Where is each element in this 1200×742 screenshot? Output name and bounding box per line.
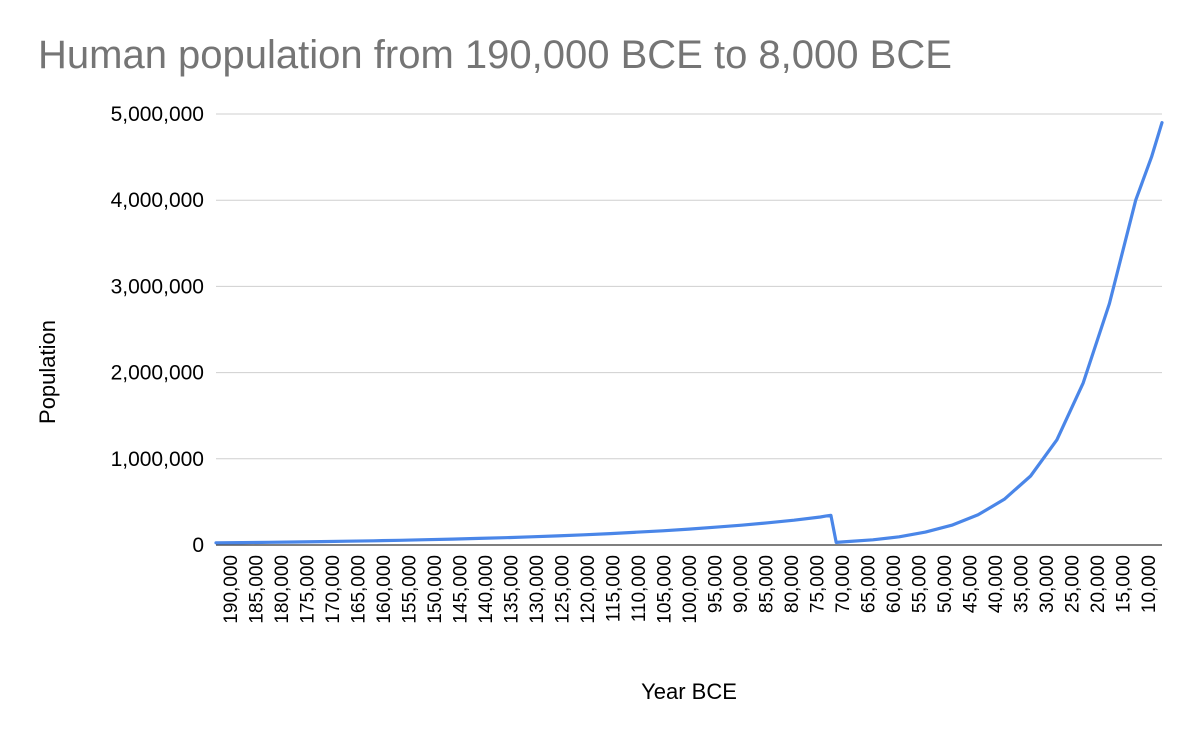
x-tick-label: 170,000 [323,555,344,624]
y-tick-label: 2,000,000 [111,362,204,385]
x-tick-label: 130,000 [527,555,548,624]
x-tick-label: 20,000 [1088,555,1109,613]
chart-title: Human population from 190,000 BCE to 8,0… [38,33,952,77]
y-axis-ticks: 0 1,000,000 2,000,000 3,000,000 4,000,000 5,0… [111,103,204,557]
x-tick-label: 120,000 [578,555,599,624]
x-tick-label: 85,000 [757,555,778,613]
x-tick-label: 10,000 [1139,555,1160,613]
y-tick-label: 1,000,000 [111,448,204,471]
x-tick-label: 25,000 [1063,555,1084,613]
x-tick-label: 145,000 [451,555,472,624]
x-tick-label: 165,000 [349,555,370,624]
x-tick-label: 180,000 [272,555,293,624]
x-tick-label: 60,000 [884,555,905,613]
x-tick-label: 100,000 [680,555,701,624]
y-tick-label: 3,000,000 [111,275,204,298]
x-tick-label: 35,000 [1012,555,1033,613]
x-tick-label: 110,000 [629,555,650,622]
x-tick-label: 80,000 [782,555,803,613]
x-tick-label: 90,000 [731,555,752,613]
x-tick-label: 160,000 [374,555,395,624]
grid-layer [216,113,1162,546]
x-tick-label: 40,000 [986,555,1007,613]
x-tick-label: 105,000 [655,555,676,624]
x-tick-label: 175,000 [298,555,319,624]
x-tick-label: 30,000 [1037,555,1058,613]
x-tick-label: 150,000 [425,555,446,624]
x-tick-label: 125,000 [553,555,574,624]
x-axis-ticks: 190,000 185,000 180,000 175,000 170,000 165,0… [221,555,1160,624]
y-tick-label: 4,000,000 [111,189,204,212]
x-tick-label: 70,000 [833,555,854,613]
series-line [214,120,1164,545]
x-tick-label: 15,000 [1114,555,1135,613]
x-tick-label: 65,000 [859,555,880,613]
x-tick-label: 95,000 [706,555,727,613]
x-tick-label: 185,000 [247,555,268,624]
y-axis-label: Population [35,320,60,424]
x-tick-label: 135,000 [502,555,523,624]
x-tick-label: 155,000 [400,555,421,624]
x-tick-label: 140,000 [476,555,497,624]
x-tick-label: 50,000 [935,555,956,613]
x-tick-label: 75,000 [808,555,829,613]
x-tick-label: 190,000 [221,555,242,624]
y-tick-label: 5,000,000 [111,103,204,126]
x-tick-label: 55,000 [910,555,931,613]
y-tick-label: 0 [192,534,204,557]
series-layer [214,120,1164,545]
x-axis-label: Year BCE [641,679,737,704]
x-tick-label: 115,000 [604,555,625,622]
x-tick-label: 45,000 [961,555,982,613]
